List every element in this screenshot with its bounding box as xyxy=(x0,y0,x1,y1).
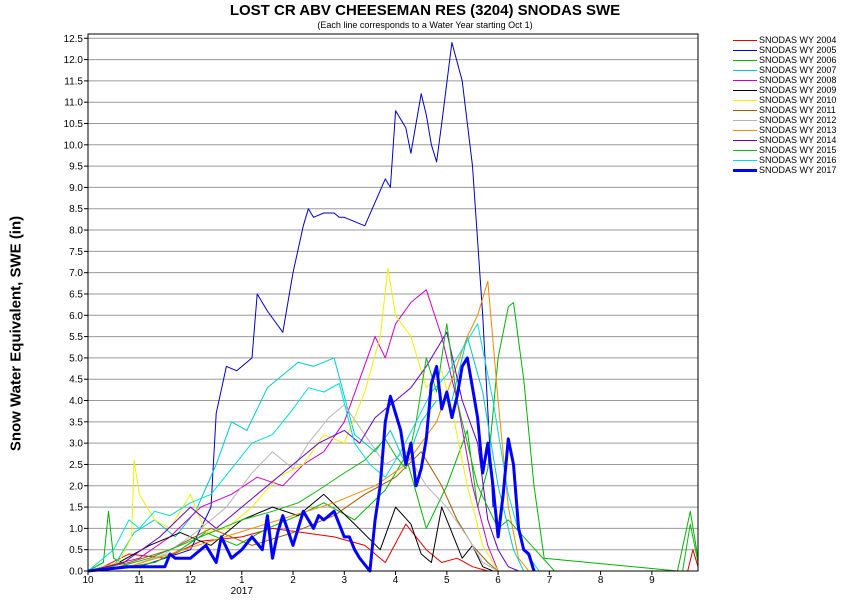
y-tick-label: 1.0 xyxy=(69,524,83,535)
series-line-snodas-wy-2014 xyxy=(87,331,519,572)
legend-label: SNODAS WY 2009 xyxy=(759,85,837,95)
legend-swatch xyxy=(733,60,757,61)
series-line-snodas-wy-2009 xyxy=(87,493,494,572)
y-tick-label: 6.0 xyxy=(69,311,83,322)
y-tick-label: 7.5 xyxy=(69,247,83,258)
series-line-snodas-wy-2012 xyxy=(87,404,499,572)
y-tick-label: 3.5 xyxy=(69,417,83,428)
series-line-snodas-wy-2015 xyxy=(87,323,699,572)
y-tick-label: 12.0 xyxy=(64,55,84,66)
y-tick-label: 11.0 xyxy=(64,98,83,109)
y-tick-label: 2.5 xyxy=(69,460,83,471)
legend-swatch xyxy=(733,130,757,131)
series-line-snodas-wy-2007 xyxy=(87,336,525,572)
legend-item: SNODAS WY 2004 xyxy=(733,35,845,45)
y-tick-label: 9.0 xyxy=(69,183,83,194)
x-tick-label: 10 xyxy=(82,575,94,586)
legend-label: SNODAS WY 2017 xyxy=(759,165,837,175)
chart-title: LOST CR ABV CHEESEMAN RES (3204) SNODAS … xyxy=(229,2,621,19)
plot-frame xyxy=(87,33,699,572)
y-tick-label: 6.5 xyxy=(69,289,83,300)
legend-item: SNODAS WY 2015 xyxy=(733,145,845,155)
legend-label: SNODAS WY 2007 xyxy=(759,65,837,75)
y-tick-label: 8.5 xyxy=(69,204,83,215)
y-tick-label: 9.5 xyxy=(69,162,83,173)
y-tick-label: 5.0 xyxy=(69,353,83,364)
x-tick-label: 2 xyxy=(290,575,296,586)
series-line-snodas-wy-2013 xyxy=(87,280,530,572)
y-tick-label: 2.0 xyxy=(69,481,83,492)
x-tick-label: 8 xyxy=(598,575,604,586)
legend-swatch xyxy=(733,160,757,161)
legend-label: SNODAS WY 2012 xyxy=(759,115,837,125)
legend-item: SNODAS WY 2014 xyxy=(733,135,845,145)
series-line-snodas-wy-2016 xyxy=(87,323,540,572)
legend: SNODAS WY 2004 SNODAS WY 2005 SNODAS WY 20… xyxy=(733,35,845,175)
legend-swatch xyxy=(733,140,757,141)
y-tick-label: 0.0 xyxy=(69,567,83,578)
legend-label: SNODAS WY 2010 xyxy=(759,95,837,105)
chart-subtitle: (Each line corresponds to a Water Year s… xyxy=(317,20,533,30)
x-tick-label: 5 xyxy=(444,575,450,586)
legend-item: SNODAS WY 2016 xyxy=(733,155,845,165)
y-tick-label: 10.5 xyxy=(64,119,84,130)
x-year-label: 2017 xyxy=(231,586,254,597)
legend-swatch xyxy=(733,110,757,111)
legend-label: SNODAS WY 2008 xyxy=(759,75,837,85)
y-tick-label: 1.5 xyxy=(69,503,83,514)
x-tick-label: 12 xyxy=(185,575,197,586)
legend-swatch xyxy=(733,80,757,81)
y-tick-label: 4.0 xyxy=(69,396,83,407)
x-tick-label: 1 xyxy=(239,575,245,586)
y-tick-label: 7.0 xyxy=(69,268,83,279)
legend-item: SNODAS WY 2009 xyxy=(733,85,845,95)
legend-label: SNODAS WY 2005 xyxy=(759,45,837,55)
series-line-snodas-wy-2017 xyxy=(87,356,536,573)
legend-label: SNODAS WY 2011 xyxy=(759,105,836,115)
legend-item: SNODAS WY 2017 xyxy=(733,165,845,175)
legend-swatch xyxy=(733,120,757,121)
y-tick-label: 11.5 xyxy=(64,76,83,87)
legend-item: SNODAS WY 2007 xyxy=(733,65,845,75)
legend-swatch xyxy=(733,50,757,51)
y-tick-label: 4.5 xyxy=(69,375,83,386)
legend-swatch xyxy=(733,70,757,71)
legend-item: SNODAS WY 2013 xyxy=(733,125,845,135)
legend-item: SNODAS WY 2008 xyxy=(733,75,845,85)
legend-swatch xyxy=(733,100,757,101)
legend-swatch xyxy=(733,169,757,172)
y-tick-label: 12.5 xyxy=(64,34,84,45)
y-tick-label: 10.0 xyxy=(64,140,84,151)
legend-item: SNODAS WY 2005 xyxy=(733,45,845,55)
legend-item: SNODAS WY 2012 xyxy=(733,115,845,125)
legend-label: SNODAS WY 2004 xyxy=(759,35,837,45)
x-tick-label: 3 xyxy=(342,575,348,586)
legend-item: SNODAS WY 2010 xyxy=(733,95,845,105)
legend-item: SNODAS WY 2011 xyxy=(733,105,845,115)
y-tick-label: 3.0 xyxy=(69,439,83,450)
x-tick-label: 4 xyxy=(393,575,399,586)
x-tick-label: 9 xyxy=(649,575,655,586)
x-tick-label: 11 xyxy=(134,575,145,586)
legend-swatch xyxy=(733,150,757,151)
y-tick-label: 0.5 xyxy=(69,545,83,556)
legend-label: SNODAS WY 2016 xyxy=(759,155,837,165)
legend-label: SNODAS WY 2013 xyxy=(759,125,837,135)
series-line-snodas-wy-2005 xyxy=(87,42,494,572)
y-tick-label: 8.0 xyxy=(69,226,83,237)
x-tick-label: 7 xyxy=(547,575,553,586)
legend-label: SNODAS WY 2015 xyxy=(759,145,837,155)
y-tick-label: 5.5 xyxy=(69,332,83,343)
legend-swatch xyxy=(733,90,757,91)
legend-swatch xyxy=(733,40,757,41)
legend-label: SNODAS WY 2006 xyxy=(759,55,837,65)
legend-label: SNODAS WY 2014 xyxy=(759,135,837,145)
legend-item: SNODAS WY 2006 xyxy=(733,55,845,65)
x-tick-label: 6 xyxy=(495,575,501,586)
